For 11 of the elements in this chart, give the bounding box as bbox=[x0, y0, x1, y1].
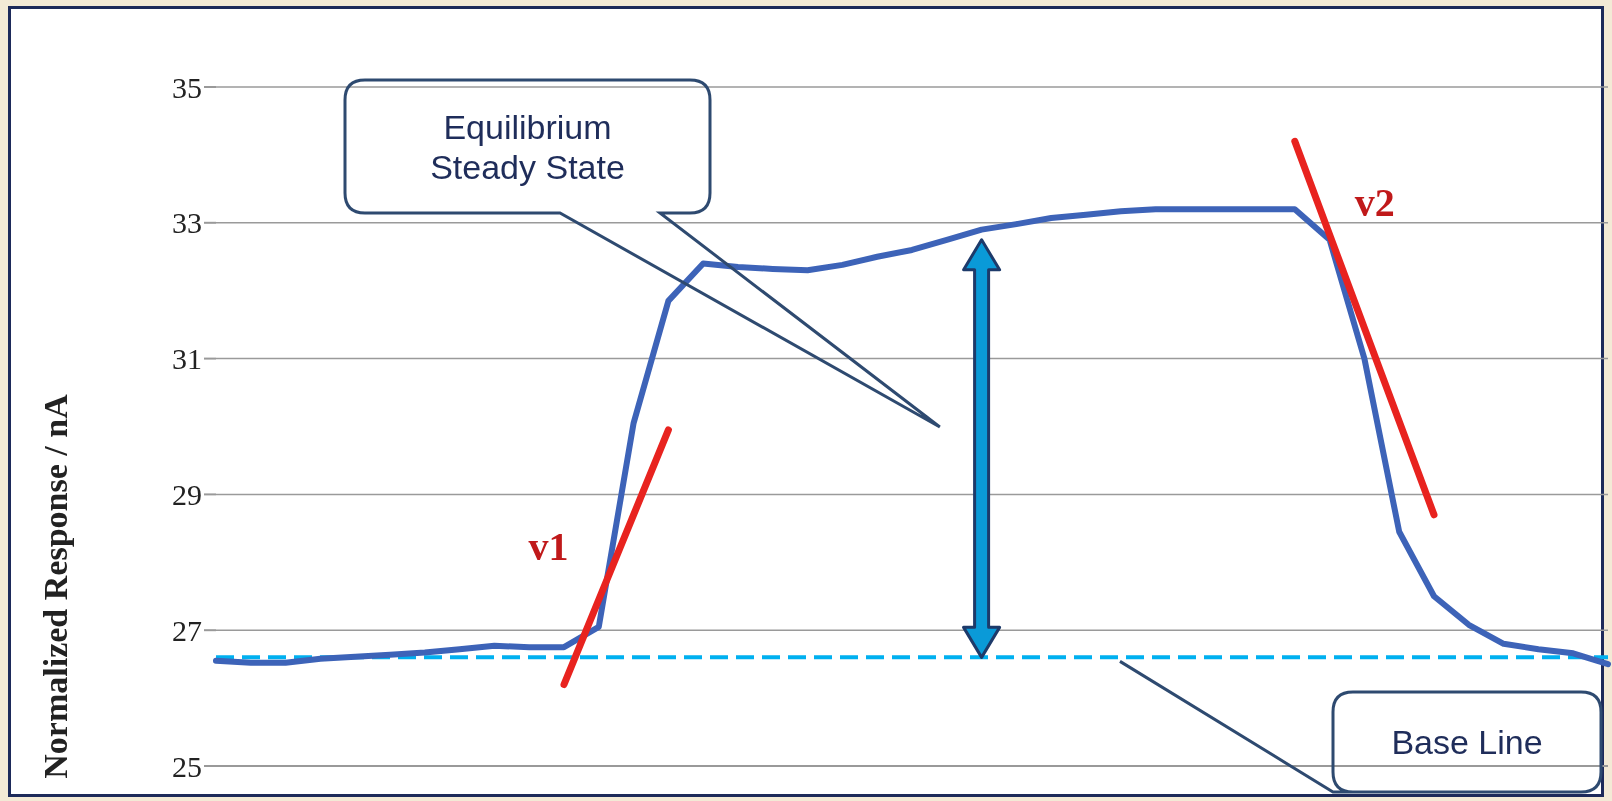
series-label: v2 bbox=[1354, 180, 1395, 226]
y-tick-label: 31 bbox=[172, 342, 202, 376]
y-axis-title: Normalized Response / nA bbox=[37, 393, 75, 779]
ref-line-label: Base Line bbox=[1391, 723, 1543, 761]
series-label: v1 bbox=[528, 523, 569, 569]
y-tick-label: 25 bbox=[172, 749, 202, 783]
y-tick-label: 29 bbox=[172, 478, 202, 512]
annotation: Equilibrium Steady State bbox=[430, 107, 625, 186]
y-tick-label: 35 bbox=[172, 70, 202, 104]
y-tick-label: 27 bbox=[172, 613, 202, 647]
y-tick-label: 33 bbox=[172, 206, 202, 240]
